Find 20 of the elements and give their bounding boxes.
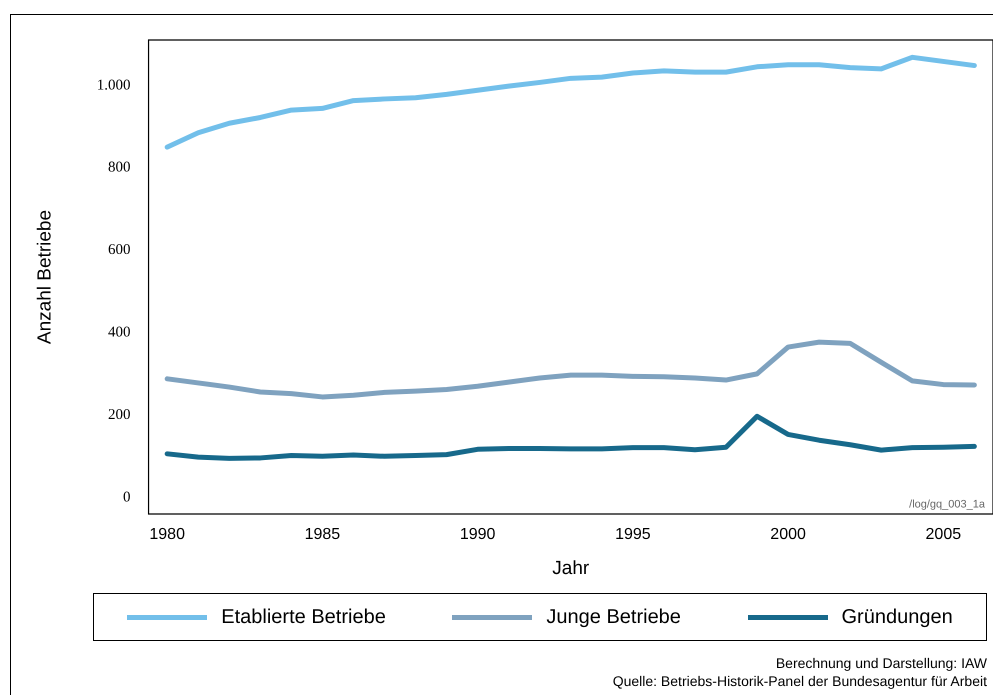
source-note: Quelle: Betriebs-Historik-Panel der Bundesagentur für Arbeit	[612, 672, 987, 690]
x-tick-label: 1980	[149, 526, 186, 544]
y-tick-label: 1.000	[96, 77, 131, 94]
x-axis-title: Jahr	[552, 558, 590, 579]
x-tick-label: 2005	[926, 526, 962, 544]
x-tick-label: 1995	[615, 526, 651, 544]
legend-label: Etablierte Betriebe	[221, 606, 386, 628]
y-tick-label: 200	[108, 407, 131, 424]
y-tick-label: 0	[123, 489, 131, 506]
annotation: /log/gq_003_1a	[909, 498, 986, 511]
x-tick-label: 1985	[304, 526, 340, 544]
legend-label: Junge Betriebe	[546, 606, 681, 628]
y-tick-label: 800	[108, 160, 131, 176]
x-tick-label: 2000	[770, 526, 806, 544]
legend-label: Gründungen	[842, 606, 953, 628]
text: Berechnung und Darstellung: IAW	[774, 654, 987, 672]
x-tick-label: 1990	[460, 526, 496, 544]
y-tick-label: 600	[108, 242, 131, 258]
y-tick-label: 400	[108, 324, 131, 341]
y-axis-title: Anzahl Betriebe	[34, 210, 56, 344]
